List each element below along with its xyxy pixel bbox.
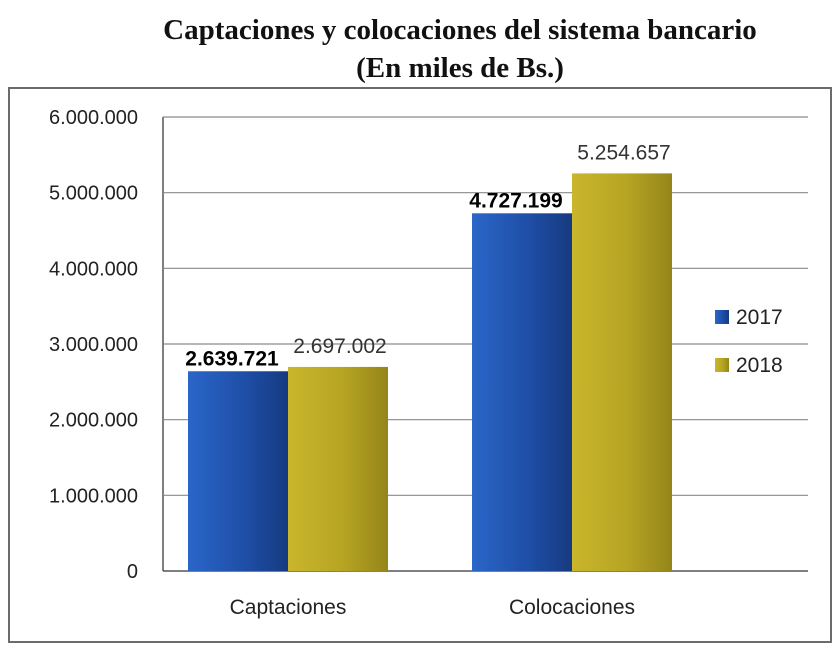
chart-subtitle: (En miles de Bs.) [356,52,564,84]
y-tick-label: 6.000.000 [49,107,138,129]
y-tick-label: 4.000.000 [49,258,138,280]
legend-swatch-2017 [715,310,729,324]
y-axis-ticks: 0 1.000.000 2.000.000 3.000.000 4.000.000 5.0… [49,107,138,583]
legend-swatch-2018 [715,358,729,372]
y-tick-label: 3.000.000 [49,334,138,356]
x-axis-categories: Captaciones Colocaciones [230,596,635,619]
bar-2017-captaciones [188,371,288,571]
data-label: 5.254.657 [577,141,670,164]
bar-2018-colocaciones [572,173,672,571]
data-label: 4.727.199 [469,189,562,212]
bars [188,173,672,572]
y-tick-label: 0 [127,561,138,583]
data-label: 2.639.721 [185,347,279,370]
data-labels: 2.639.721 2.697.002 4.727.199 5.254.657 [185,141,670,370]
x-category-label: Captaciones [230,596,347,619]
y-tick-label: 2.000.000 [49,410,138,432]
bar-2017-colocaciones [472,213,572,572]
x-category-label: Colocaciones [509,596,635,619]
legend-label: 2018 [736,354,783,377]
y-tick-label: 1.000.000 [49,485,138,507]
y-tick-label: 5.000.000 [49,183,138,205]
chart-frame [8,87,832,643]
legend-label: 2017 [736,306,783,329]
legend: 2017 2018 [715,306,783,377]
data-label: 2.697.002 [293,335,386,358]
bar-2018-captaciones [288,366,388,571]
chart-title: Captaciones y colocaciones del sistema b… [163,14,757,46]
